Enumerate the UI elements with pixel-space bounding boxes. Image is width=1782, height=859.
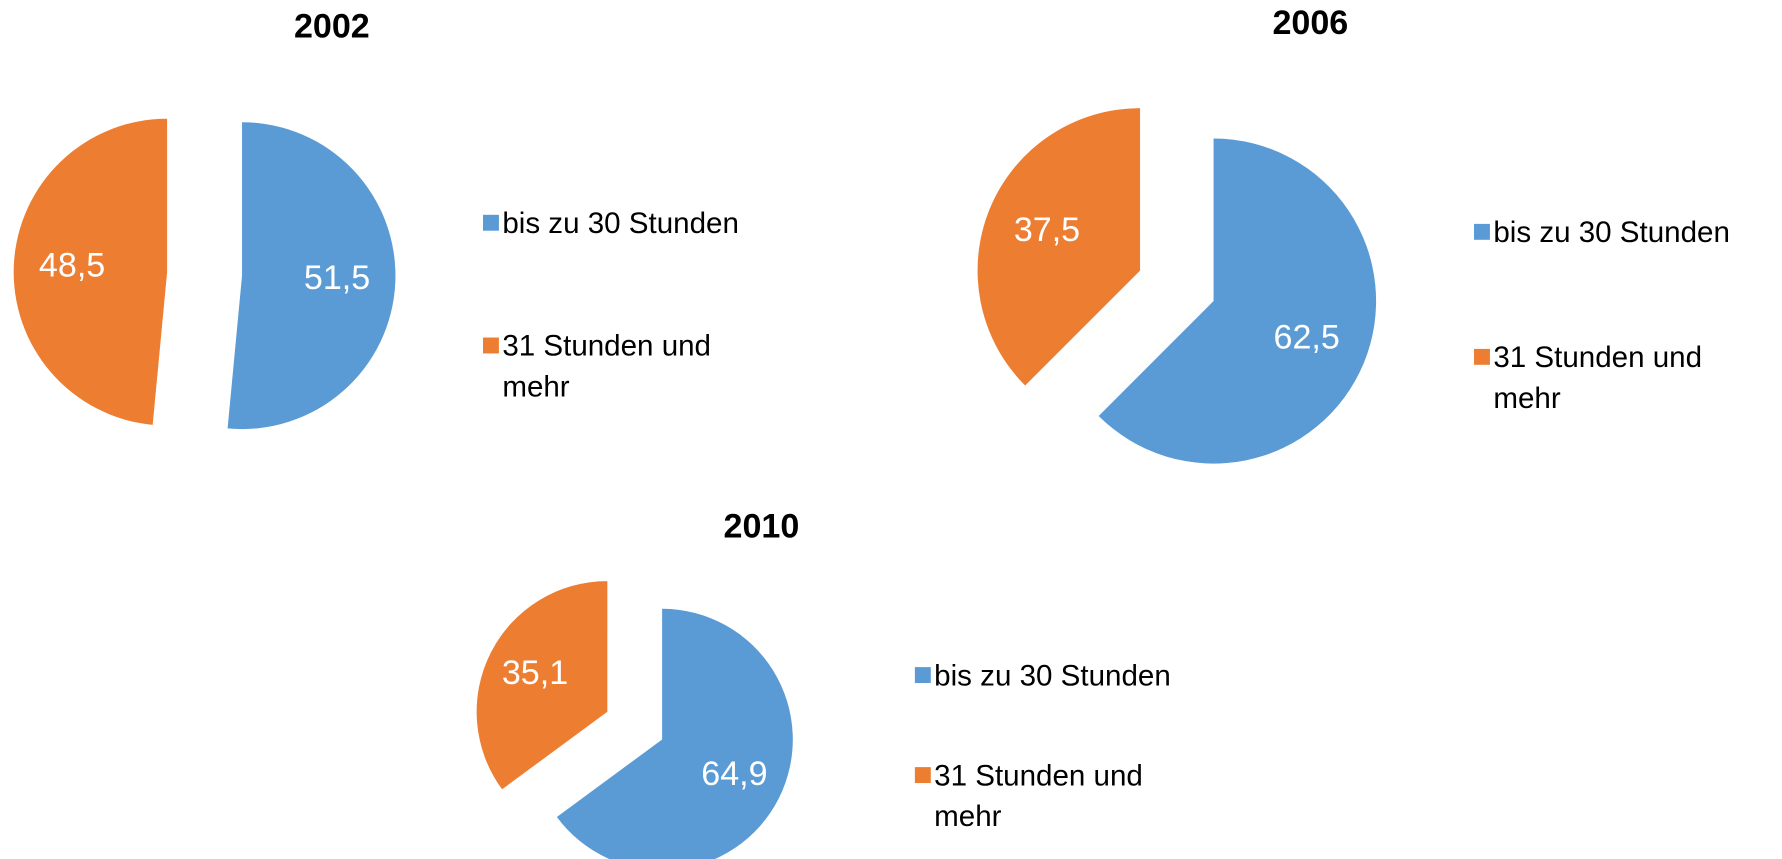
legend-entry: bis zu 30 Stunden (483, 202, 747, 243)
data-label: 48,5 (39, 247, 105, 285)
data-label: 37,5 (1014, 211, 1080, 249)
legend-swatch (483, 214, 499, 231)
chart-title: 2006 (1272, 4, 1348, 42)
legend-label: bis zu 30 Stunden (934, 658, 1171, 693)
legend-entry: 31 Stunden und mehr (1474, 336, 1738, 418)
legend-entry: 31 Stunden und mehr (483, 325, 747, 407)
legend-swatch (483, 337, 499, 354)
data-label: 35,1 (502, 654, 568, 692)
legend-swatch (1474, 348, 1490, 365)
legend-label: 31 Stunden und mehr (1493, 339, 1703, 415)
pie-slice (556, 608, 793, 859)
data-label: 64,9 (701, 755, 767, 793)
legend-entry: bis zu 30 Stunden (1474, 211, 1738, 252)
chart-title: 2010 (724, 507, 800, 545)
legend-label: 31 Stunden und mehr (502, 328, 712, 404)
legend-entry: 31 Stunden und mehr (914, 755, 1179, 837)
legend-label: bis zu 30 Stunden (502, 205, 739, 240)
pie-slice (476, 581, 608, 790)
pie-slice (227, 122, 396, 430)
pie-slice (13, 118, 168, 425)
pie-slice (1098, 138, 1377, 464)
legend-swatch (914, 767, 931, 784)
legend-label: 31 Stunden und mehr (934, 758, 1143, 834)
pie-slice (977, 108, 1141, 386)
data-label: 51,5 (304, 259, 370, 297)
legend-label: bis zu 30 Stunden (1493, 214, 1730, 249)
chart-title: 2002 (294, 7, 370, 45)
legend-swatch (914, 667, 931, 684)
legend-entry: bis zu 30 Stunden (914, 655, 1179, 696)
data-label: 62,5 (1274, 319, 1340, 357)
legend-swatch (1474, 223, 1490, 240)
